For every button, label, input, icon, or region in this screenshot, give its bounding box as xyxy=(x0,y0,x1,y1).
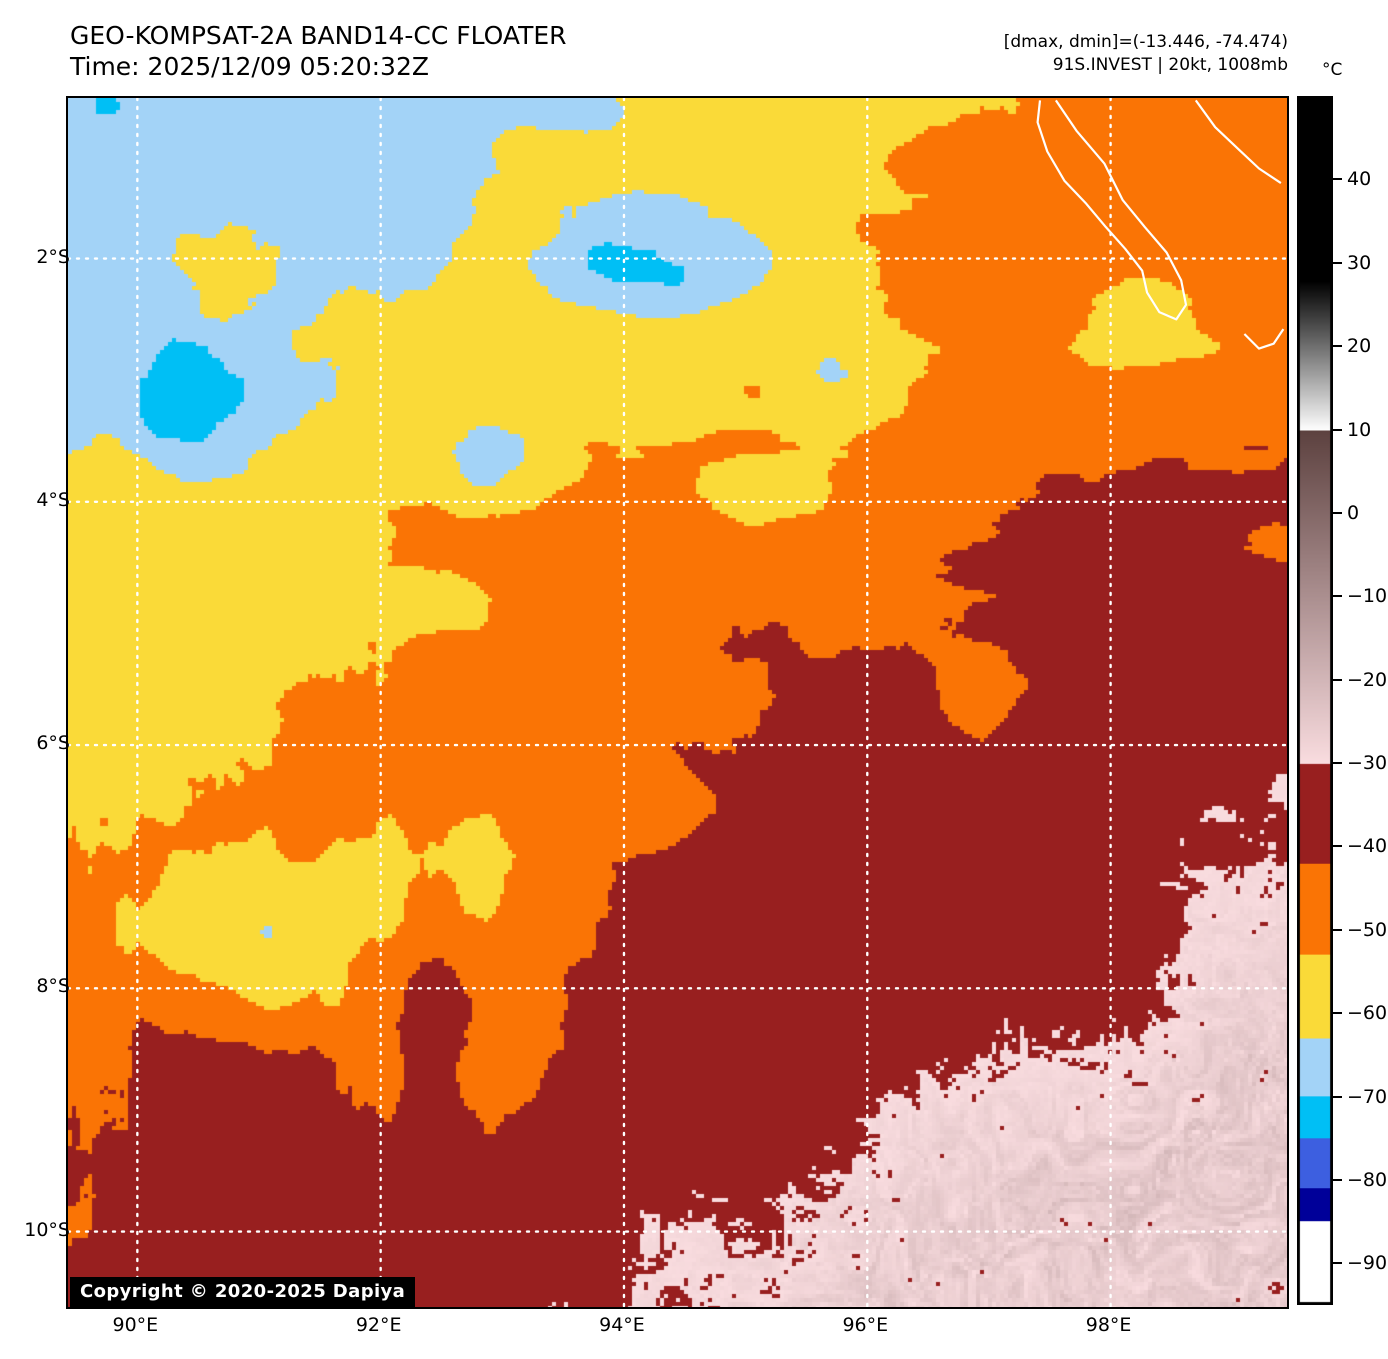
colorbar-tick xyxy=(1333,1012,1342,1015)
colorbar-tick xyxy=(1333,428,1342,431)
colorbar-tick xyxy=(1333,928,1342,931)
colorbar-tick-label: −70 xyxy=(1347,1085,1388,1108)
latitude-tick-label: 10°S xyxy=(24,1218,70,1241)
timestamp-line: Time: 2025/12/09 05:20:32Z xyxy=(70,52,429,81)
colorbar-tick-label: −50 xyxy=(1347,918,1388,941)
colorbar-tick xyxy=(1333,178,1342,181)
longitude-tick-label: 96°E xyxy=(842,1314,889,1336)
colorbar-tick-label: 40 xyxy=(1347,168,1372,191)
colorbar-tick-label: −40 xyxy=(1347,835,1388,858)
longitude-tick-label: 94°E xyxy=(599,1314,645,1336)
colorbar-tick-label: −30 xyxy=(1347,752,1388,775)
longitude-tick-label: 92°E xyxy=(355,1314,402,1336)
colorbar-tick xyxy=(1333,595,1342,598)
colorbar-tick-label: −90 xyxy=(1347,1252,1388,1275)
colorbar-tick-label: 10 xyxy=(1347,418,1372,441)
colorbar-tick-label: −10 xyxy=(1347,585,1388,608)
colorbar-tick-label: −60 xyxy=(1347,1002,1388,1025)
copyright-banner: Copyright © 2020-2025 Dapiya xyxy=(70,1277,416,1307)
latitude-tick-label: 2°S xyxy=(36,245,70,268)
dminmax-line: [dmax, dmin]=(-13.446, -74.474) xyxy=(1003,32,1288,52)
colorbar-tick xyxy=(1333,845,1342,848)
longitude-tick-label: 98°E xyxy=(1085,1314,1132,1336)
colorbar-tick xyxy=(1333,261,1342,264)
colorbar-tick xyxy=(1333,345,1342,348)
colorbar-tick xyxy=(1333,511,1342,514)
latitude-tick-label: 6°S xyxy=(36,732,70,755)
colorbar-tick xyxy=(1333,1178,1342,1181)
satellite-imagery-canvas xyxy=(68,98,1287,1307)
page-title: GEO-KOMPSAT-2A BAND14-CC FLOATER xyxy=(70,21,567,50)
colorbar-tick-label: 0 xyxy=(1347,501,1360,524)
latitude-tick-label: 4°S xyxy=(36,488,70,511)
colorbar-tick-label: 20 xyxy=(1347,335,1372,358)
storm-info-line: 91S.INVEST | 20kt, 1008mb xyxy=(1052,55,1288,75)
colorbar-tick xyxy=(1333,678,1342,681)
satellite-plot-area xyxy=(66,96,1289,1309)
colorbar-tick xyxy=(1333,762,1342,765)
latitude-tick-label: 8°S xyxy=(36,975,70,998)
colorbar-tick xyxy=(1333,1095,1342,1098)
colorbar-tick-label: 30 xyxy=(1347,251,1372,274)
colorbar-tick-label: −80 xyxy=(1347,1168,1388,1191)
colorbar-tick-label: −20 xyxy=(1347,668,1388,691)
metadata-block: [dmax, dmin]=(-13.446, -74.474) 91S.INVE… xyxy=(1004,31,1288,77)
longitude-tick-label: 90°E xyxy=(112,1314,159,1336)
title-block: GEO-KOMPSAT-2A BAND14-CC FLOATER Time: 2… xyxy=(70,20,567,82)
colorbar-tick xyxy=(1333,1262,1342,1265)
colorbar-canvas xyxy=(1297,96,1333,1305)
colorbar: 40 30 20 10 0 −10 −20 −30 −40 −50 −60 −70 −80 −90 xyxy=(1297,96,1387,1305)
colorbar-unit-label: °C xyxy=(1322,60,1343,80)
